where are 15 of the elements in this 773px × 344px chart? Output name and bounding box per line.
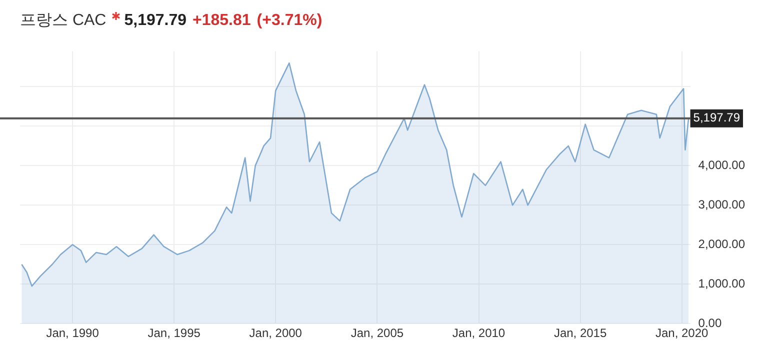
x-tick-label: Jan, 1990: [46, 326, 100, 340]
x-tick-label: Jan, 1995: [148, 326, 201, 340]
chart-title: 프랑스 CAC: [20, 12, 106, 29]
y-tick-label: 4,000.00: [698, 158, 746, 172]
text: (+3.71%): [256, 12, 322, 29]
x-tick-label: Jan, 2000: [249, 326, 302, 340]
y-tick-label: 2,000.00: [698, 236, 746, 251]
x-tick-label: Jan, 2010: [452, 326, 506, 340]
text: 5,197.79: [124, 12, 187, 29]
ref-line-label: 5,197.79: [693, 110, 740, 125]
x-tick-label: Jan, 2015: [554, 326, 607, 340]
text: +185.81: [192, 12, 251, 29]
y-tick-label: 3,000.00: [698, 197, 746, 212]
y-tick-label: 1,000.00: [698, 276, 746, 290]
x-tick-label: Jan, 2005: [350, 326, 404, 340]
